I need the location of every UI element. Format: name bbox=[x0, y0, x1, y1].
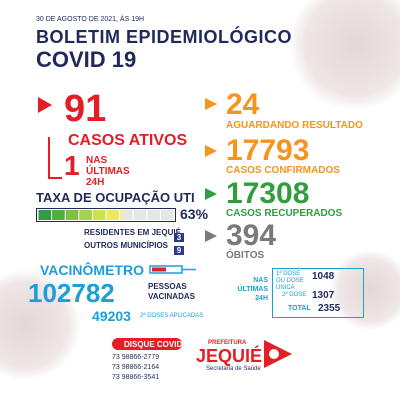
date: 30 DE AGOSTO DE 2021, ÀS 19H bbox=[36, 16, 145, 23]
phone: 73 98866-3541 bbox=[112, 374, 160, 381]
phones: 73 98866-2779 73 98866-2164 73 98866-354… bbox=[112, 353, 159, 383]
second-dose-24-number: 1307 bbox=[312, 290, 335, 301]
uti-bar-fill-segment bbox=[120, 210, 124, 220]
arrow-icon bbox=[205, 98, 217, 110]
uti-residents-count: 3 bbox=[174, 227, 184, 245]
confirmed-number: 17793 bbox=[226, 134, 310, 167]
disque-title: DISQUE COVID bbox=[124, 340, 183, 349]
uti-bar-segment bbox=[133, 210, 147, 220]
logo-prefix: PREFEITURA bbox=[208, 340, 247, 346]
subtitle: COVID 19 bbox=[36, 47, 137, 72]
uti-bar-fill-segment bbox=[65, 210, 79, 220]
uti-residents-label: RESIDENTES EM JEQUIÉ bbox=[84, 228, 181, 237]
deaths-number: 394 bbox=[226, 219, 277, 252]
virus-decoration bbox=[330, 250, 400, 330]
uti-bar-fill-segment bbox=[52, 210, 65, 220]
uti-bar-fill-segment bbox=[38, 210, 52, 220]
confirmed-label: CASOS CONFIRMADOS bbox=[226, 165, 340, 176]
disque-badge bbox=[112, 338, 182, 350]
arrow-icon bbox=[205, 145, 217, 157]
vaccinated-label: PESSOAS VACINADAS bbox=[148, 282, 195, 301]
logo-city: JEQUIÉ bbox=[196, 346, 263, 366]
new-label: NAS ÚLTIMAS 24H bbox=[86, 155, 130, 188]
active-label: CASOS ATIVOS bbox=[68, 132, 188, 149]
first-dose-label: 1ª DOSE OU DOSE ÚNICA bbox=[276, 271, 304, 291]
second-dose-number: 49203 bbox=[92, 308, 131, 324]
phone: 73 98866-2164 bbox=[112, 364, 160, 371]
uti-bar-segment bbox=[120, 210, 133, 220]
uti-bar-segment bbox=[147, 210, 160, 220]
deaths-label: ÓBITOS bbox=[226, 250, 265, 261]
vaccinated-number: 102782 bbox=[28, 278, 115, 308]
uti-bar-segment bbox=[160, 210, 174, 220]
arrow-icon bbox=[205, 230, 217, 242]
virus-decoration bbox=[290, 0, 400, 110]
second-dose-24-label: 2ª DOSE bbox=[282, 292, 307, 298]
last24-box bbox=[272, 268, 364, 318]
new-number: 1 bbox=[64, 150, 80, 181]
vaccine-title: VACINÔMETRO bbox=[40, 262, 144, 278]
waiting-label: AGUARDANDO RESULTADO bbox=[226, 120, 363, 131]
second-dose-label: 2ª DOSES APLICADAS bbox=[140, 313, 204, 319]
active-number: 91 bbox=[64, 88, 107, 130]
arrow-icon bbox=[205, 188, 217, 200]
title: BOLETIM EPIDEMIOLÓGICO bbox=[36, 27, 293, 47]
uti-others-count: 9 bbox=[174, 240, 184, 258]
waiting-number: 24 bbox=[226, 88, 260, 121]
logo-secretariat: Secretaria de Saúde bbox=[206, 366, 261, 372]
uti-bar-fill-segment bbox=[79, 210, 92, 220]
first-dose-number: 1048 bbox=[312, 271, 335, 282]
uti-bar-fill-segment bbox=[92, 210, 106, 220]
total-number: 2355 bbox=[318, 303, 341, 314]
logo-icon bbox=[264, 340, 292, 368]
uti-rate: 63% bbox=[180, 206, 209, 222]
connector bbox=[48, 137, 62, 179]
uti-bar-fill bbox=[38, 210, 124, 220]
last24-label: NAS ÚLTIMAS 24H bbox=[237, 277, 268, 302]
syringe-icon bbox=[149, 265, 196, 274]
badge: 3 bbox=[174, 233, 184, 242]
phone: 73 98866-2779 bbox=[112, 354, 160, 361]
uti-bar bbox=[36, 208, 176, 222]
total-label: TOTAL bbox=[288, 305, 311, 312]
uti-bar-fill-segment bbox=[106, 210, 120, 220]
uti-title: TAXA DE OCUPAÇÃO UTI bbox=[36, 190, 195, 205]
recovered-number: 17308 bbox=[226, 177, 310, 210]
badge: 9 bbox=[174, 246, 184, 255]
recovered-label: CASOS RECUPERADOS bbox=[226, 208, 343, 219]
arrow-icon bbox=[38, 97, 52, 113]
uti-others-label: OUTROS MUNICÍPIOS bbox=[84, 241, 169, 250]
